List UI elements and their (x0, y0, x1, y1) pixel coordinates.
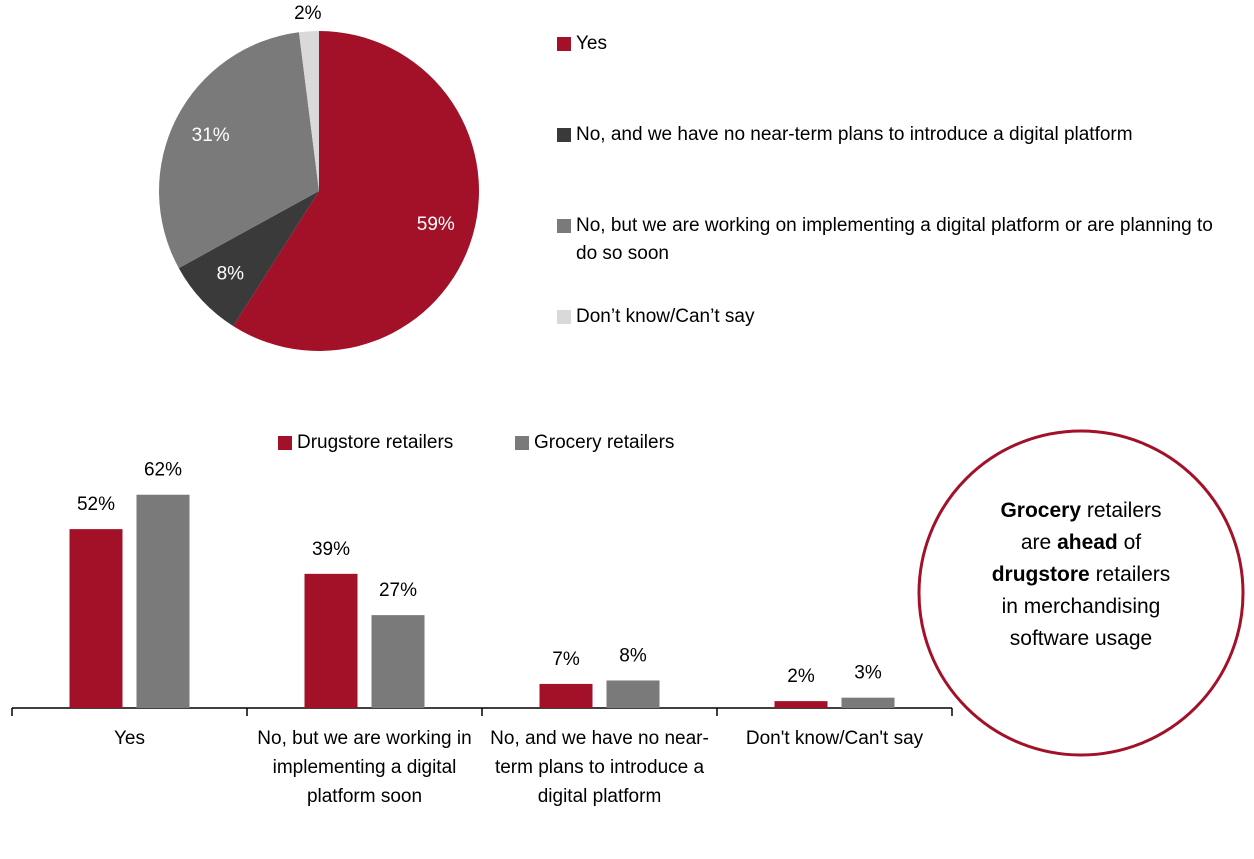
legend-label: Yes (576, 33, 607, 54)
legend-swatch (515, 436, 529, 450)
legend-label: Don’t know/Can’t say (576, 306, 755, 327)
value-label: 2% (787, 666, 815, 687)
bar (69, 529, 123, 708)
slice-label: 2% (294, 3, 322, 24)
value-label: 27% (379, 580, 417, 601)
pie-slice (298, 31, 319, 191)
slice-label: 31% (192, 125, 230, 146)
legend-swatch (557, 128, 571, 142)
value-label: 7% (552, 649, 580, 670)
callout-part: retailers are (1020, 499, 1162, 554)
pie-slice (158, 32, 319, 269)
x-tick-label: Yes (114, 728, 145, 749)
bar (841, 697, 895, 708)
pie-slice (233, 31, 479, 351)
legend-swatch (557, 219, 571, 233)
callout-part: Grocery (1000, 499, 1081, 522)
legend-swatch (557, 37, 571, 51)
callout-part: drugstore (991, 563, 1090, 586)
bar (539, 683, 593, 708)
callout-circle (917, 429, 1245, 757)
bar (304, 573, 358, 708)
value-label: 3% (854, 663, 882, 684)
legend-swatch (278, 436, 292, 450)
slice-label: 8% (217, 263, 245, 284)
x-tick-label: No, and we have no near-term plans to in… (490, 728, 709, 807)
x-tick-label: No, but we are working in implementing a… (257, 728, 472, 807)
callout-text: Grocery retailers are ahead of drugstore… (991, 495, 1171, 655)
slice-label: 59% (417, 214, 455, 235)
bar (606, 680, 660, 708)
legend-label: Grocery retailers (534, 432, 675, 453)
legend-label: No, but we are working on implementing a… (576, 215, 1213, 264)
pie-slice (178, 191, 319, 327)
value-label: 8% (619, 645, 647, 666)
x-tick-label: Don't know/Can't say (745, 728, 924, 749)
value-label: 52% (77, 494, 115, 515)
value-label: 39% (312, 539, 350, 560)
legend-label: No, and we have no near-term plans to in… (576, 124, 1133, 145)
bar (136, 494, 190, 708)
legend-label: Drugstore retailers (297, 432, 454, 453)
legend-swatch (557, 310, 571, 324)
bar (371, 615, 425, 708)
bar (774, 701, 828, 708)
callout-part: of (1117, 531, 1142, 554)
callout-part: retailers in merchandising software usag… (1001, 563, 1171, 650)
callout-part: ahead (1057, 531, 1118, 554)
value-label: 62% (144, 460, 182, 481)
